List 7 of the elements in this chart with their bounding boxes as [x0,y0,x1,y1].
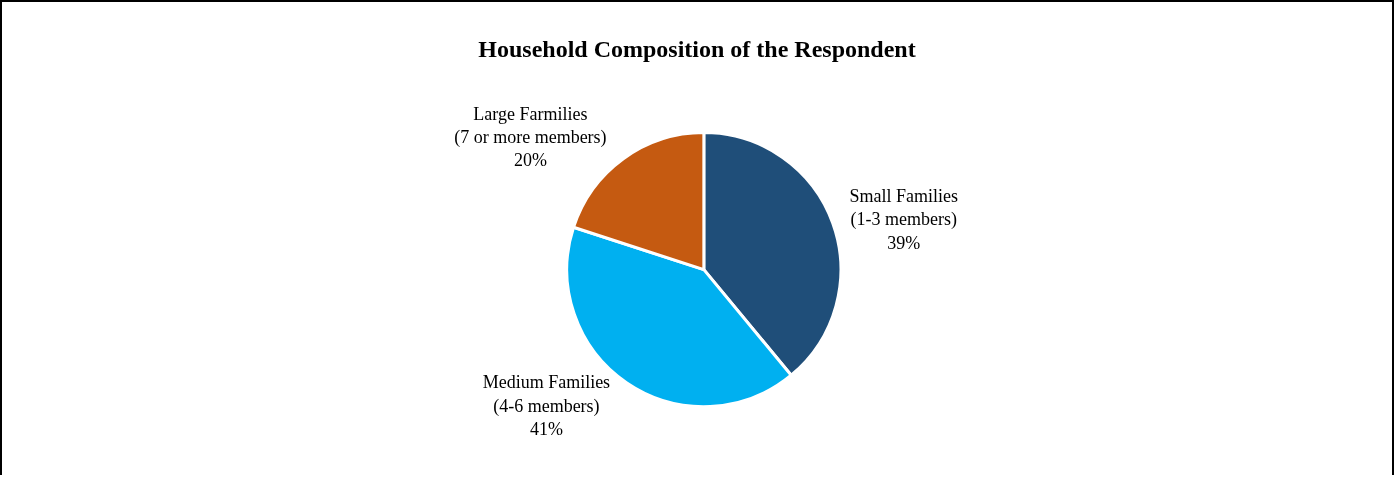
data-label: 39% [887,232,921,253]
data-label: 41% [529,419,563,440]
slice-label: Medium Families (4-6 members) [482,372,611,417]
data-label: 20% [513,150,547,171]
chart-title: Household Composition of the Respondent [478,35,916,62]
slice-label: Small Families (1-3 members) [849,185,958,231]
slice-label: Large Farmilies (7 or more members) [454,103,607,148]
